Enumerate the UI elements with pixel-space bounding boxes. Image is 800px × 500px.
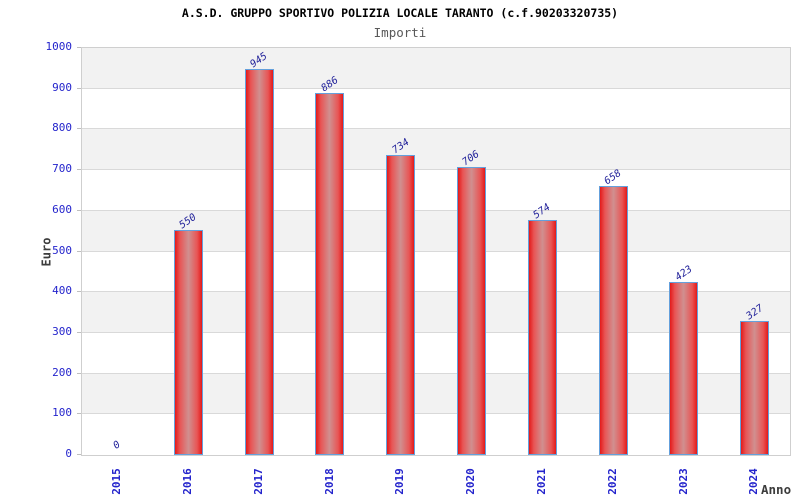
y-axis-tick-label: 500 bbox=[52, 243, 72, 257]
x-axis-tick-label-text: 2021 bbox=[534, 467, 548, 495]
gridline bbox=[82, 372, 790, 374]
bar bbox=[456, 166, 486, 455]
x-axis-tick-label: 2022 bbox=[597, 464, 627, 498]
bar-value-label: 0 bbox=[111, 439, 124, 452]
grid-band bbox=[82, 48, 790, 89]
gridline bbox=[82, 209, 790, 211]
gridline bbox=[82, 413, 790, 415]
bar bbox=[527, 220, 557, 455]
page-title: A.S.D. GRUPPO SPORTIVO POLIZIA LOCALE TA… bbox=[181, 6, 619, 20]
gridline bbox=[82, 128, 790, 130]
gridline bbox=[82, 87, 790, 89]
gridline bbox=[82, 331, 790, 333]
bar bbox=[740, 320, 770, 455]
bar bbox=[173, 230, 203, 455]
y-axis-tick-mark bbox=[77, 209, 81, 211]
y-axis-tick-mark bbox=[77, 169, 81, 171]
x-axis-tick-label-text: 2018 bbox=[322, 467, 336, 495]
gridline bbox=[82, 291, 790, 293]
grid-band bbox=[82, 129, 790, 171]
y-axis-tick-label: 700 bbox=[52, 162, 72, 176]
y-axis-tick-label: 0 bbox=[65, 447, 72, 460]
x-axis-tick-label: 2024 bbox=[739, 464, 769, 498]
y-axis-tick-mark bbox=[77, 128, 81, 130]
x-axis-tick-label-text: 2017 bbox=[251, 467, 265, 495]
bar bbox=[315, 93, 345, 455]
y-axis-tick-label: 800 bbox=[52, 121, 72, 135]
y-axis-tick-label: 400 bbox=[52, 284, 72, 298]
y-axis-tick-label: 300 bbox=[52, 324, 72, 338]
x-axis-tick-label: 2021 bbox=[526, 464, 556, 498]
y-axis-tick-mark bbox=[77, 454, 81, 455]
bar bbox=[386, 155, 416, 455]
x-axis-tick-label: 2017 bbox=[243, 464, 273, 498]
gridline bbox=[82, 169, 790, 171]
y-axis-tick-mark bbox=[77, 87, 81, 89]
bar bbox=[598, 186, 628, 455]
x-axis-tick-label-text: 2020 bbox=[463, 467, 477, 495]
y-axis-tick-label: 1000 bbox=[45, 40, 73, 53]
x-axis-tick-label: 2016 bbox=[172, 464, 202, 498]
y-axis-tick-label: 200 bbox=[52, 365, 72, 379]
y-axis-tick-mark bbox=[77, 291, 81, 293]
x-axis-tick-label: 2018 bbox=[314, 464, 344, 498]
y-axis-tick-label: 600 bbox=[52, 202, 72, 216]
x-axis-tick-label: 2023 bbox=[668, 464, 698, 498]
y-axis-tick-mark bbox=[77, 372, 81, 374]
x-axis-tick-label: 2019 bbox=[385, 464, 415, 498]
page-subtitle: Importi bbox=[373, 25, 427, 40]
y-axis-tick-mark bbox=[77, 47, 81, 48]
bar bbox=[669, 281, 699, 455]
bar bbox=[244, 69, 274, 455]
y-axis-tick-label: 900 bbox=[52, 80, 72, 94]
x-axis-tick-label-text: 2016 bbox=[180, 467, 194, 495]
gridline bbox=[82, 250, 790, 252]
y-axis-tick-mark bbox=[77, 250, 81, 252]
x-axis-tick-label-text: 2022 bbox=[605, 467, 619, 495]
y-axis-tick-mark bbox=[77, 331, 81, 333]
x-axis-tick-label: 2015 bbox=[101, 464, 131, 498]
x-axis-tick-label-text: 2023 bbox=[676, 467, 690, 495]
y-axis-tick-mark bbox=[77, 413, 81, 415]
x-axis-title: Anno bbox=[761, 482, 792, 497]
y-axis-tick-label: 100 bbox=[52, 406, 72, 420]
x-axis-tick-label: 2020 bbox=[455, 464, 485, 498]
x-axis-tick-label-text: 2015 bbox=[109, 467, 123, 495]
x-axis-tick-label-text: 2024 bbox=[747, 467, 761, 495]
plot-area: 0 550 945 886 734 706 574 658 423 327 bbox=[81, 47, 791, 456]
x-axis-tick-label-text: 2019 bbox=[393, 467, 407, 495]
